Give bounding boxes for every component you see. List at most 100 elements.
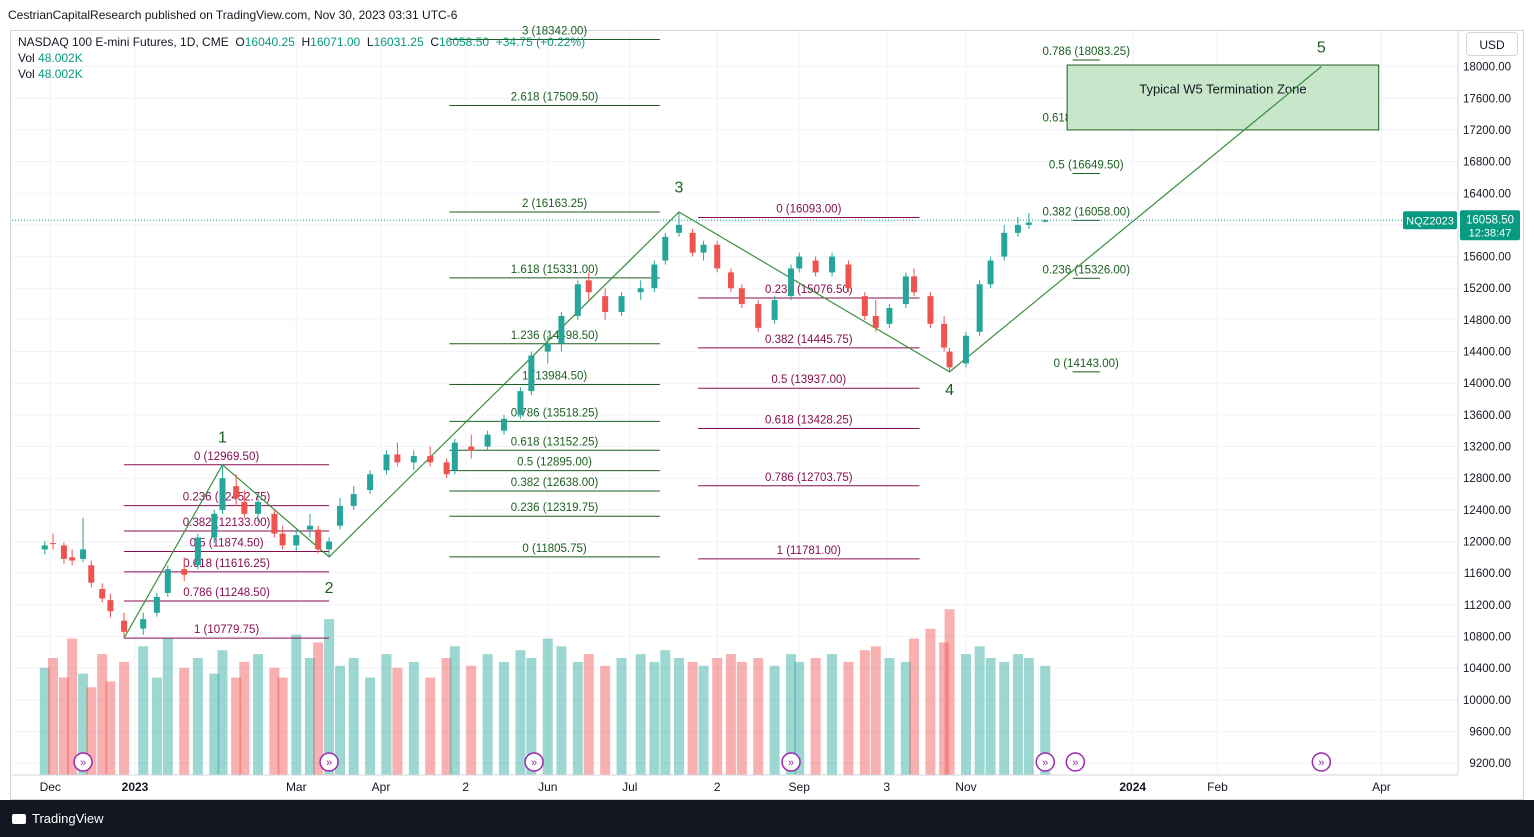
- publisher-line: CestrianCapitalResearch published on Tra…: [8, 8, 458, 22]
- close-value: 16058.50: [438, 35, 490, 49]
- candle-body: [1042, 220, 1049, 222]
- symbol-name[interactable]: NASDAQ 100 E-mini Futures, 1D, CME: [18, 35, 229, 49]
- close-label: C: [430, 35, 439, 49]
- volume-bar: [698, 665, 709, 775]
- volume-bar: [909, 638, 920, 775]
- price-tag: [1460, 210, 1520, 241]
- price-tick-label: 15600.00: [1463, 252, 1511, 264]
- currency-button[interactable]: USD: [1466, 32, 1518, 56]
- price-tick-label: 17600.00: [1463, 93, 1511, 105]
- candle-body: [60, 545, 67, 559]
- fib-level-label: 2.618 (17509.50): [511, 91, 599, 103]
- vol-label: Vol: [18, 51, 35, 65]
- volume-bar: [786, 654, 797, 775]
- zone-box: [1066, 64, 1380, 131]
- candle-body: [350, 494, 357, 506]
- candle-body: [140, 619, 147, 629]
- fib-level-label: 0.786 (11248.50): [183, 587, 270, 599]
- volume-bar: [884, 658, 895, 775]
- footer-bar: TradingView: [0, 800, 1534, 837]
- candle-body: [306, 525, 313, 530]
- volume-bar: [1012, 654, 1023, 775]
- event-marker-glyph: »: [80, 757, 86, 769]
- candle-body: [99, 589, 106, 599]
- high-label: H: [301, 35, 311, 49]
- price-tag-value: 16058.50: [1466, 214, 1514, 226]
- chart-legend: NASDAQ 100 E-mini Futures, 1D, CME O1604…: [18, 34, 585, 82]
- price-tick-label: 14000.00: [1463, 378, 1511, 390]
- price-tick-label: 17200.00: [1463, 125, 1511, 137]
- volume-bar: [526, 658, 537, 775]
- legend-ohlc-row: NASDAQ 100 E-mini Futures, 1D, CME O1604…: [18, 34, 585, 50]
- time-tick-label: Sep: [789, 780, 811, 794]
- candle-body: [326, 541, 333, 550]
- brand-name: TradingView: [32, 811, 104, 826]
- fib-level-label: 0.618 (11616.25): [183, 558, 270, 570]
- volume-bar: [1023, 658, 1034, 775]
- volume-bar: [392, 667, 403, 775]
- candle-body: [164, 569, 171, 593]
- candle-body: [293, 535, 300, 546]
- volume-bar: [304, 658, 315, 775]
- volume-bar: [542, 638, 553, 775]
- volume-bar: [67, 638, 78, 775]
- change-value: +34.75 (+0.22%): [495, 35, 586, 49]
- time-tick-label: Jul: [622, 780, 637, 794]
- volume-bar: [119, 661, 130, 775]
- volume-bar: [381, 654, 392, 775]
- fib-level-label: 3 (18342.00): [522, 26, 587, 38]
- volume-bar: [97, 654, 108, 775]
- volume-bar: [810, 658, 821, 775]
- candle-body: [872, 315, 879, 328]
- fib-level-label: 0.236 (12319.75): [511, 502, 599, 514]
- time-tick-label: 2024: [1119, 780, 1146, 794]
- fib-level-label: 0.236 (12452.75): [183, 492, 271, 504]
- candle-body: [946, 351, 953, 368]
- volume-bar: [556, 646, 567, 775]
- wave-polyline: [123, 66, 1322, 639]
- fib-level-label: 0.5 (12895.00): [517, 457, 592, 469]
- fib-level-label: 0 (14143.00): [1054, 358, 1119, 370]
- tradingview-logo[interactable]: TradingView: [12, 811, 104, 826]
- volume-bar: [78, 673, 89, 775]
- volume-bar: [482, 654, 493, 775]
- volume-bar: [39, 667, 50, 775]
- event-marker-icon: [319, 752, 339, 772]
- candle-body: [829, 256, 836, 273]
- fib-level-label: 1.618 (15331.00): [511, 264, 599, 276]
- volume-bar: [138, 646, 149, 775]
- fib-level-label: 0.236 (15076.50): [765, 284, 853, 296]
- candle-body: [1025, 222, 1032, 225]
- candle-body: [585, 280, 592, 293]
- event-marker-icon: [1311, 752, 1332, 772]
- volume-bar: [753, 658, 764, 775]
- vol-value-2: 48.002K: [38, 67, 83, 81]
- candle-body: [337, 505, 344, 526]
- candle-body: [941, 323, 948, 348]
- volume-bar: [441, 658, 452, 775]
- wave-label: 3: [675, 179, 684, 196]
- candle-body: [451, 442, 458, 471]
- fib-level-label: 0 (16093.00): [776, 204, 841, 216]
- price-tick-label: 11600.00: [1464, 568, 1511, 580]
- candle-body: [700, 244, 707, 253]
- volume-bar: [794, 661, 805, 775]
- volume-bar: [253, 654, 264, 775]
- candle-body: [367, 474, 374, 491]
- candle-body: [788, 268, 795, 297]
- event-marker-glyph: »: [1072, 757, 1078, 769]
- tradingview-mark-icon: [12, 813, 26, 824]
- candle-body: [755, 304, 762, 328]
- wave-path: 1 2 3 4 5: [123, 39, 1326, 639]
- time-tick-label: Dec: [40, 780, 61, 794]
- price-tick-label: 12000.00: [1463, 537, 1511, 549]
- candle-body: [69, 557, 76, 561]
- event-marker-glyph: »: [531, 757, 537, 769]
- wave-label: 2: [325, 580, 334, 597]
- candle-body: [181, 569, 188, 575]
- candle-body: [861, 296, 868, 316]
- fib-level-label: 2 (16163.25): [522, 198, 587, 210]
- time-tick-label: 2023: [122, 780, 149, 794]
